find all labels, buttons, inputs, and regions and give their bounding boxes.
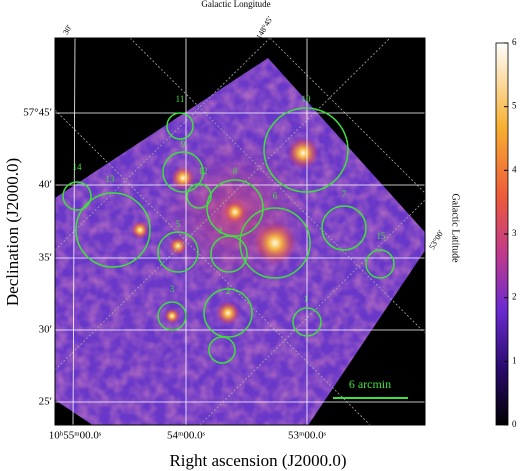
source-region	[75, 192, 151, 268]
dec-tick-label: 40′	[39, 179, 52, 191]
source-region	[321, 205, 367, 251]
source-region	[166, 112, 194, 140]
colorbar-tick-label: 5	[512, 101, 517, 111]
source-region	[206, 179, 264, 237]
colorbar-tick-label: 1	[512, 355, 517, 365]
dec-tick-label: 35′	[39, 252, 52, 264]
source-label: 13	[106, 174, 116, 184]
top-axis-title: Galactic Longitude	[201, 0, 270, 9]
scale-bar-label: 6 arcmin	[349, 377, 391, 391]
source-label: 15	[377, 231, 387, 241]
ra-tick-label: 54ᵐ00.0ˢ	[167, 430, 206, 442]
source-region	[208, 336, 236, 364]
x-axis-title: Right ascension (J2000.0)	[169, 451, 346, 470]
source-label: 4	[218, 226, 223, 236]
source-label: 12	[199, 166, 208, 176]
dec-tick-label: 25′	[39, 396, 52, 408]
ra-tick-label: 10ʰ55ᵐ00.0ˢ	[49, 430, 102, 442]
source-label: 3	[170, 284, 175, 294]
source-region	[186, 183, 212, 209]
colorbar-tick-label: 6	[512, 37, 517, 47]
galactic-tick-label: 30′	[61, 23, 74, 36]
colorbar-tick-label: 2	[512, 292, 517, 302]
source-region	[210, 235, 248, 273]
colorbar-tick-label: 3	[512, 228, 517, 238]
source-label: 14	[73, 162, 83, 172]
source-region	[203, 288, 253, 338]
source-label: 7	[342, 189, 347, 199]
source-label: 11	[176, 94, 185, 104]
right-axis-title: Galactic Latitude	[450, 193, 461, 263]
source-region	[239, 207, 311, 279]
source-label: 1	[304, 294, 309, 304]
galactic-tick-label: 53°00′	[427, 228, 445, 251]
source-label: 2	[226, 286, 231, 296]
y-axis-title: Declination (J2000.0)	[3, 158, 22, 306]
source-label: 9	[181, 139, 186, 149]
image: 11 10 9 14 13 12 8 7 6 5 4 15 3 2 1	[55, 38, 425, 425]
colorbar-tick-label: 4	[512, 164, 517, 174]
source-region	[263, 107, 349, 193]
source-region	[365, 249, 395, 279]
source-label: 10	[302, 94, 312, 104]
dec-tick-label: 30′	[39, 324, 52, 336]
source-region	[292, 307, 322, 337]
galactic-tick-label: 148°45′	[254, 14, 274, 40]
source-region	[157, 231, 199, 273]
source-region	[157, 301, 187, 331]
ra-tick-label: 53ᵐ00.0ˢ	[288, 430, 327, 442]
dec-tick-label: 57°45′	[23, 107, 52, 119]
source-region	[162, 151, 204, 193]
source-label: 8	[233, 166, 238, 176]
source-label: 6	[273, 191, 278, 201]
source-label: 5	[176, 219, 181, 229]
source-region	[62, 181, 92, 211]
colorbar-tick-label: 0	[512, 419, 517, 429]
